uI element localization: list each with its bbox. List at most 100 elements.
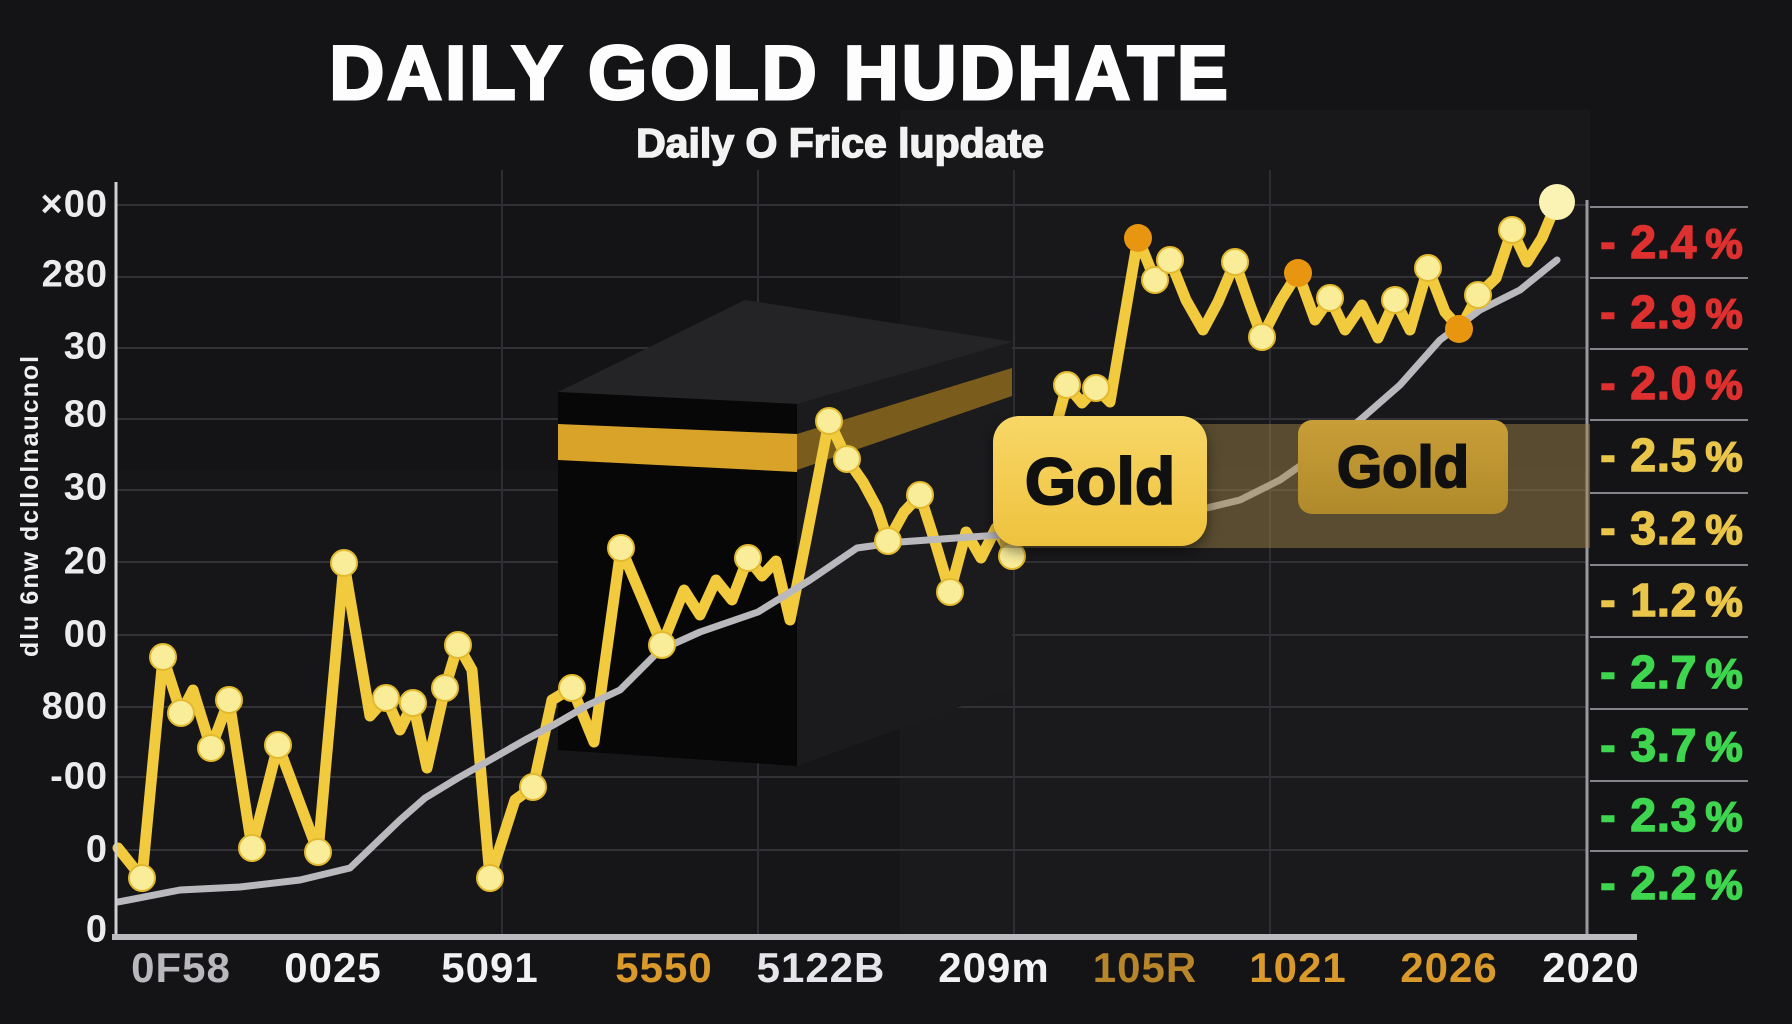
percent-number: - 2.2 (1600, 856, 1698, 910)
percent-row-separator (1590, 206, 1748, 208)
data-point-marker (1141, 266, 1169, 294)
percent-number: - 1.2 (1600, 573, 1698, 627)
data-point-marker (304, 838, 332, 866)
x-axis-tick-label: 105R (1092, 944, 1198, 991)
x-axis-tick-label: 5550 (615, 944, 713, 991)
daily-change-value: - 2.9% (1592, 285, 1752, 339)
gold-badge-primary-label: Gold (1024, 443, 1176, 519)
daily-change-value: - 3.2% (1592, 501, 1752, 555)
percent-sign: % (1705, 649, 1744, 698)
percent-row-separator (1590, 850, 1748, 852)
data-point-marker (874, 527, 902, 555)
data-point-marker (167, 699, 195, 727)
y-axis-tick-label: 0 (85, 828, 108, 871)
y-axis-tick-label: 280 (41, 253, 108, 296)
gold-badge-primary: Gold (993, 416, 1207, 546)
percent-row-separator (1590, 636, 1748, 638)
gold-badge-secondary: Gold (1298, 420, 1508, 514)
latest-price-marker (1539, 184, 1575, 220)
data-point-marker (128, 864, 156, 892)
percent-sign: % (1705, 360, 1744, 409)
data-point-marker (476, 864, 504, 892)
data-point-marker (833, 445, 861, 473)
percent-number: - 3.2 (1600, 501, 1698, 555)
percent-row-separator (1590, 708, 1748, 710)
y-axis-tick-label: 20 (63, 540, 108, 583)
percent-number: - 2.5 (1600, 428, 1698, 482)
daily-change-value: - 1.2% (1592, 573, 1752, 627)
data-point-marker (215, 686, 243, 714)
data-point-marker (815, 407, 843, 435)
data-point-marker (1221, 248, 1249, 276)
percent-sign: % (1705, 722, 1744, 771)
data-point-marker (197, 734, 225, 762)
y-axis-tick-label: 0 (85, 908, 108, 951)
data-point-marker (519, 773, 547, 801)
data-point-marker (1316, 284, 1344, 312)
data-point-marker (149, 643, 177, 671)
percent-row-separator (1590, 348, 1748, 350)
data-point-marker (1498, 216, 1526, 244)
percent-row-separator (1590, 564, 1748, 566)
daily-change-value: - 2.4% (1592, 215, 1752, 269)
y-axis-tick-label: 30 (63, 325, 108, 368)
data-point-marker (399, 689, 427, 717)
percent-number: - 2.0 (1600, 356, 1698, 410)
data-point-marker-orange (1124, 224, 1152, 252)
x-axis-tick-label: 5091 (441, 944, 539, 991)
x-axis-tick-label: 5122B (756, 944, 886, 991)
data-point-marker (1248, 323, 1276, 351)
daily-change-value: - 2.3% (1592, 788, 1752, 842)
percent-sign: % (1705, 577, 1744, 626)
data-point-marker (238, 834, 266, 862)
percent-number: - 2.3 (1600, 788, 1698, 842)
percent-sign: % (1705, 432, 1744, 481)
axis-lines (112, 182, 1637, 940)
percent-row-separator (1590, 492, 1748, 494)
daily-change-value: - 2.5% (1592, 428, 1752, 482)
daily-change-value: - 3.7% (1592, 718, 1752, 772)
page-title: DAILY GOLD HUDHATE (328, 30, 1231, 118)
data-point-marker (264, 731, 292, 759)
gold-badge-secondary-label: Gold (1336, 434, 1470, 501)
data-point-marker (558, 674, 586, 702)
percent-number: - 2.4 (1600, 215, 1698, 269)
data-point-marker-orange (1445, 315, 1473, 343)
data-point-marker (372, 684, 400, 712)
y-axis-tick-label: ×00 (40, 183, 108, 226)
percent-sign: % (1705, 289, 1744, 338)
page-subtitle: Daily O Frice lupdate (635, 119, 1044, 167)
data-point-marker (431, 674, 459, 702)
data-point-marker (1414, 254, 1442, 282)
data-point-marker (1464, 281, 1492, 309)
percent-sign: % (1705, 505, 1744, 554)
data-point-marker (1156, 246, 1184, 274)
data-point-marker (734, 544, 762, 572)
data-point-marker (444, 631, 472, 659)
percent-row-separator (1590, 277, 1748, 279)
percent-sign: % (1705, 219, 1744, 268)
percent-number: - 2.7 (1600, 645, 1698, 699)
data-point-marker (1082, 374, 1110, 402)
x-axis-tick-label: 2020 (1542, 944, 1640, 991)
data-point-marker (607, 534, 635, 562)
data-point-marker-orange (1284, 259, 1312, 287)
x-axis-tick-label: 0025 (284, 944, 382, 991)
percent-number: - 2.9 (1600, 285, 1698, 339)
x-axis-tick-label: 2026 (1400, 944, 1498, 991)
data-point-marker (1381, 286, 1409, 314)
y-axis-tick-label: -00 (50, 755, 108, 798)
percent-row-separator (1590, 780, 1748, 782)
y-axis-tick-label: 30 (63, 466, 108, 509)
percent-sign: % (1705, 792, 1744, 841)
daily-change-value: - 2.0% (1592, 356, 1752, 410)
data-point-marker (906, 481, 934, 509)
daily-change-value: - 2.2% (1592, 856, 1752, 910)
y-axis-tick-label: 800 (41, 685, 108, 728)
x-axis-tick-label: 0F58 (131, 944, 231, 991)
percent-sign: % (1705, 860, 1744, 909)
percent-number: - 3.7 (1600, 718, 1698, 772)
x-axis-tick-label: 1021 (1249, 944, 1347, 991)
y-axis-tick-label: 80 (63, 393, 108, 436)
